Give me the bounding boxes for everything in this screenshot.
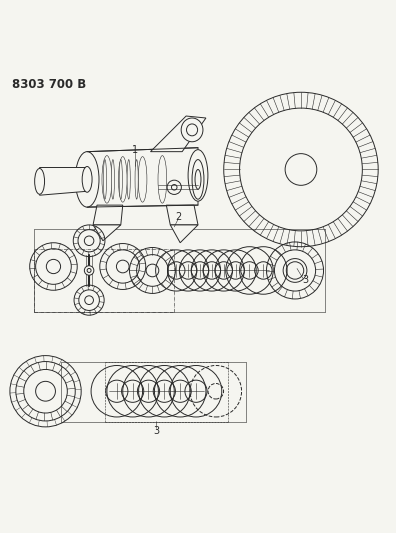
Circle shape	[87, 269, 91, 272]
Polygon shape	[87, 148, 198, 207]
Text: 3: 3	[153, 426, 160, 436]
Text: 1: 1	[131, 144, 138, 155]
Ellipse shape	[188, 150, 208, 201]
Ellipse shape	[135, 159, 138, 199]
Ellipse shape	[75, 152, 99, 207]
Ellipse shape	[195, 169, 201, 189]
Circle shape	[84, 266, 94, 275]
Ellipse shape	[181, 118, 203, 142]
Ellipse shape	[138, 157, 147, 202]
Text: 8303 700 B: 8303 700 B	[12, 78, 86, 91]
Ellipse shape	[127, 159, 130, 199]
Ellipse shape	[119, 159, 122, 199]
Ellipse shape	[103, 159, 107, 199]
Text: 3: 3	[302, 276, 308, 285]
Ellipse shape	[118, 157, 127, 202]
Ellipse shape	[187, 124, 198, 136]
Ellipse shape	[158, 156, 167, 203]
Polygon shape	[93, 205, 123, 225]
Polygon shape	[166, 205, 198, 225]
Ellipse shape	[102, 156, 112, 203]
Ellipse shape	[82, 166, 92, 192]
Polygon shape	[170, 225, 198, 243]
Polygon shape	[93, 225, 121, 241]
Ellipse shape	[111, 159, 114, 199]
Polygon shape	[150, 116, 206, 152]
Ellipse shape	[192, 159, 204, 199]
Text: 2: 2	[175, 212, 181, 222]
Polygon shape	[40, 167, 87, 195]
Ellipse shape	[34, 168, 44, 194]
